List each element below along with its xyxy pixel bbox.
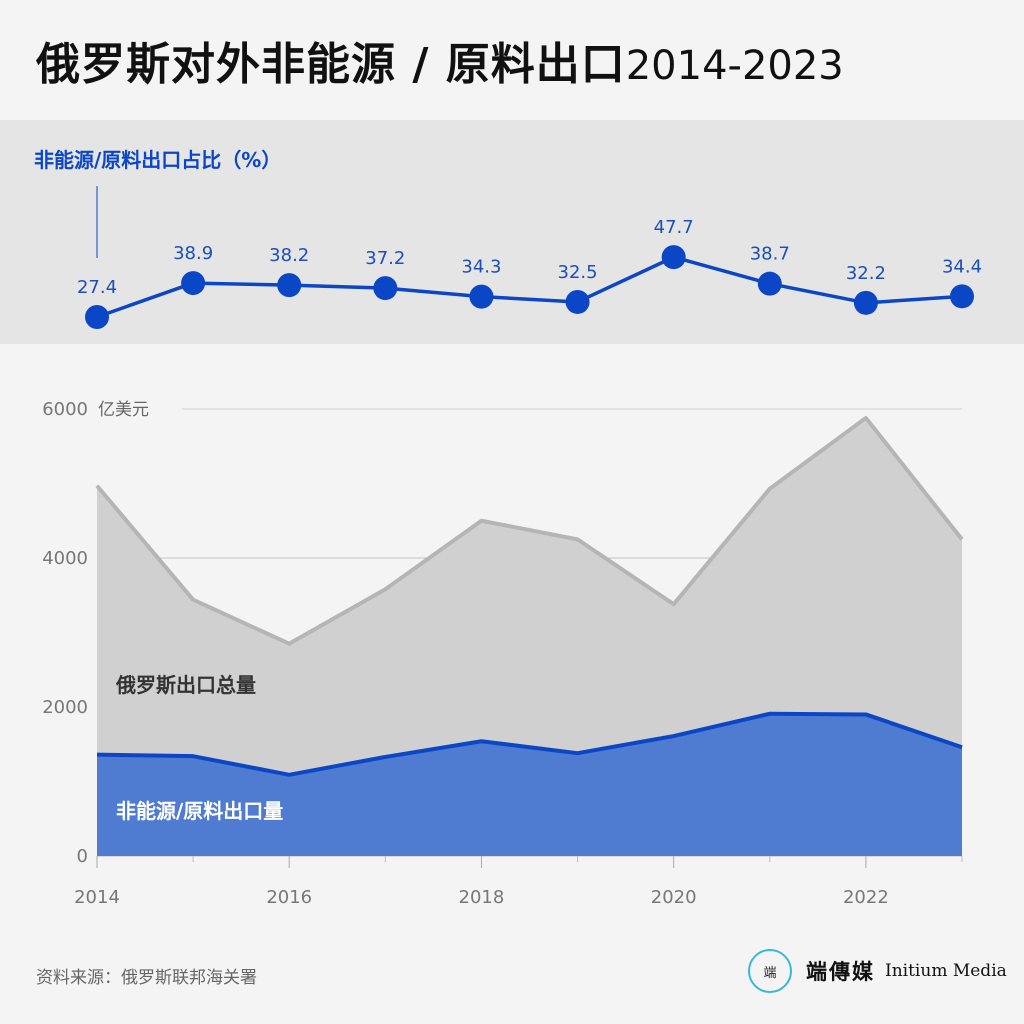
x-tick-label: 2018 xyxy=(459,887,505,908)
x-tick-label: 2016 xyxy=(266,887,312,908)
title-main: 俄罗斯对外非能源 / 原料出口 xyxy=(36,39,626,90)
logo-name-cn: 端傳媒 xyxy=(806,959,875,984)
total-series-label: 俄罗斯出口总量 xyxy=(115,673,256,697)
page-title: 俄罗斯对外非能源 / 原料出口2014-2023 xyxy=(36,28,844,92)
y-tick-label: 2000 xyxy=(42,697,88,718)
nonenergy-series-label: 非能源/原料出口量 xyxy=(116,799,283,823)
logo-mark-icon: 端 xyxy=(748,949,792,993)
share-chart-label: 非能源/原料出口占比（%） xyxy=(34,148,282,172)
x-tick-label: 2020 xyxy=(651,887,697,908)
y-unit-label: 亿美元 xyxy=(98,400,149,420)
title-years: 2014-2023 xyxy=(625,43,844,89)
x-tick-label: 2014 xyxy=(74,887,120,908)
total-series-line xyxy=(95,415,964,646)
y-tick-label: 4000 xyxy=(42,548,88,569)
source-note: 资料来源：俄罗斯联邦海关署 xyxy=(36,968,257,988)
x-tick-label: 2022 xyxy=(843,887,889,908)
total-area xyxy=(97,417,962,856)
logo: 端 端傳媒 Initium Media xyxy=(748,948,1007,994)
nonenergy-area xyxy=(97,713,962,856)
y-tick-label: 6000 xyxy=(42,399,88,420)
y-tick-label: 0 xyxy=(77,846,88,867)
nonenergy-series-line xyxy=(96,711,963,777)
logo-name-en: Initium Media xyxy=(885,961,1007,981)
